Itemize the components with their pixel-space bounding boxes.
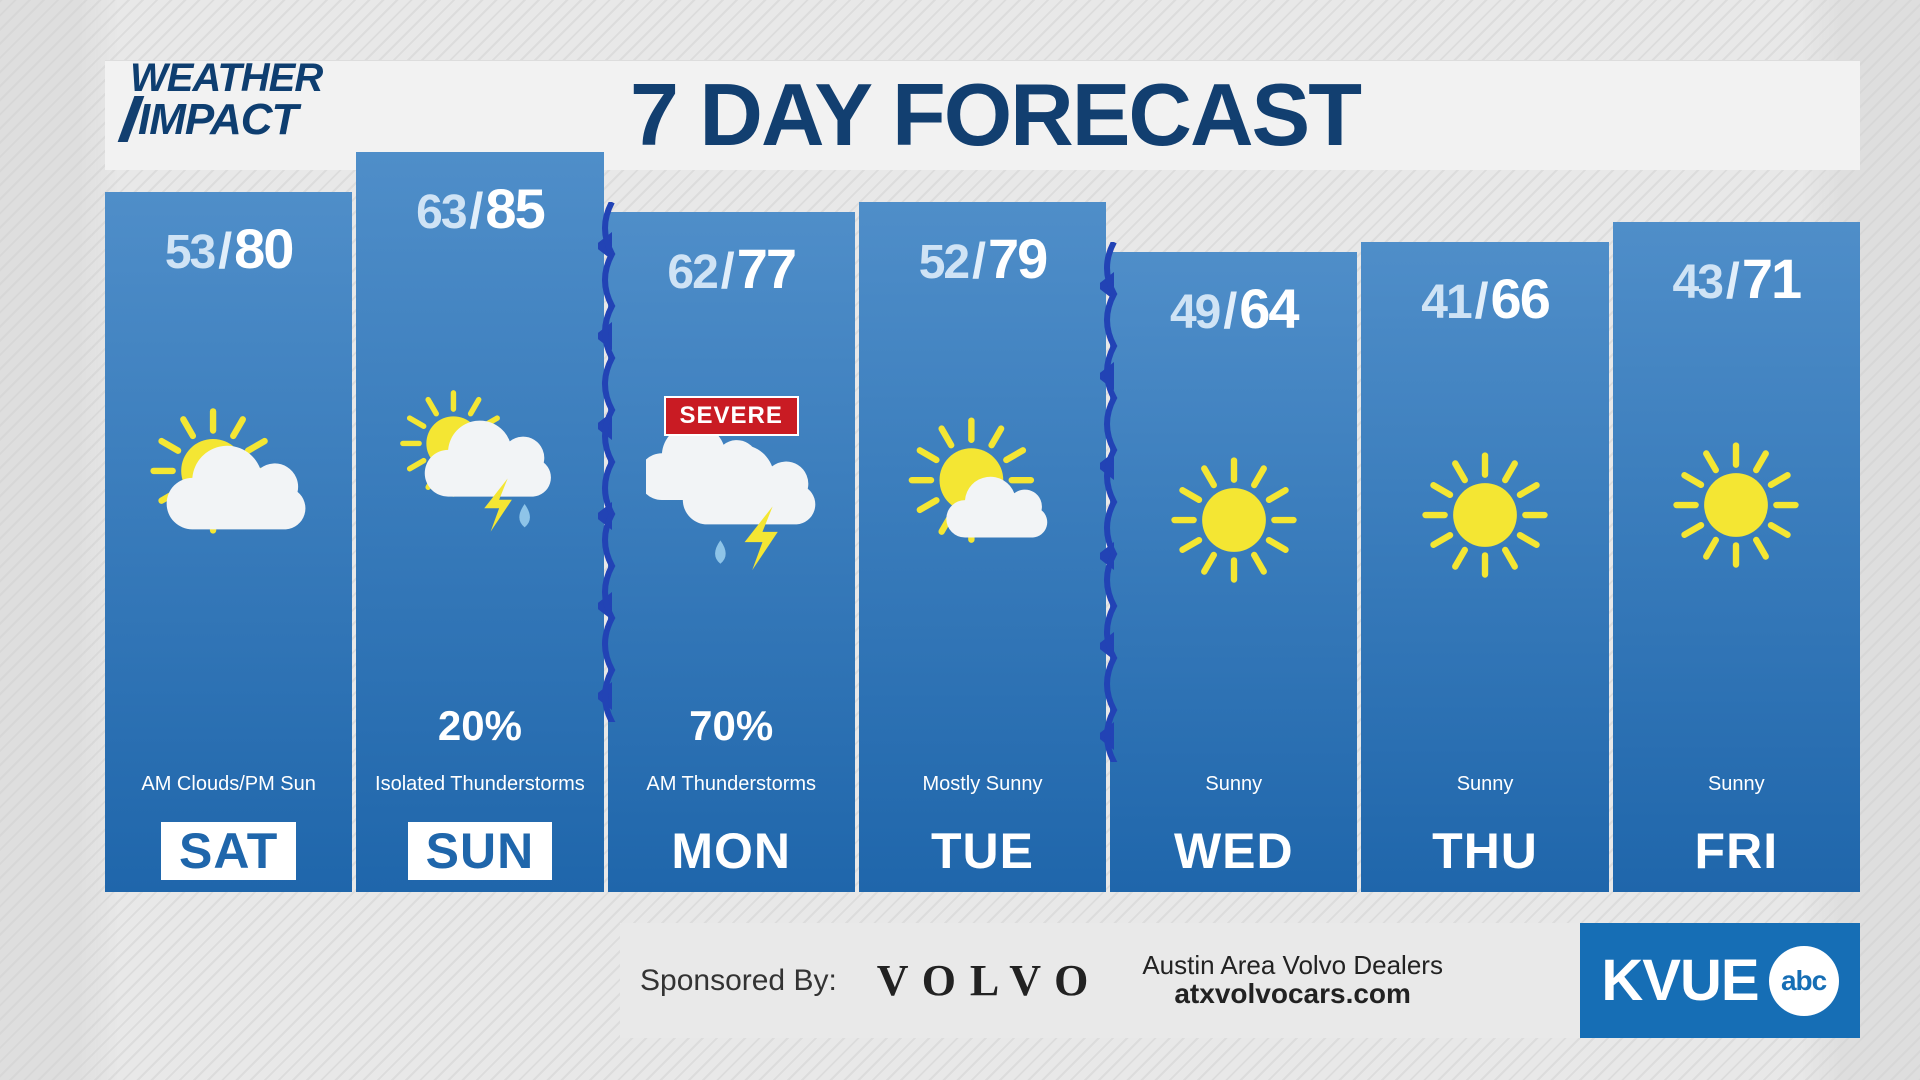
weather-icon <box>1118 341 1349 698</box>
day-abbr: MON <box>653 822 809 880</box>
day-column-tue: 52/79 Mostly Sunny TUE <box>859 202 1106 892</box>
day-abbr: TUE <box>913 822 1052 880</box>
weather-impact-logo: WEATHER IMPACT <box>130 60 390 142</box>
logo-line1: WEATHER <box>130 60 390 96</box>
high-temp: 64 <box>1239 277 1297 340</box>
day-column-fri: 43/71 Sunny FRI <box>1613 222 1860 892</box>
day-abbr: WED <box>1156 822 1312 880</box>
precip-chance: 70% <box>689 702 773 756</box>
weather-icon <box>867 291 1098 698</box>
temps: 53/80 <box>165 216 293 281</box>
temps: 49/64 <box>1170 276 1298 341</box>
sponsor-dealer: Austin Area Volvo Dealers atxvolvocars.c… <box>1142 951 1443 1010</box>
high-temp: 80 <box>234 217 292 280</box>
low-temp: 52 <box>919 236 968 289</box>
low-temp: 49 <box>1170 286 1219 339</box>
sponsor-brand: VOLVO <box>877 955 1103 1006</box>
low-temp: 62 <box>667 246 716 299</box>
day-column-mon: 62/77 SEVERE 70% AM Thunderstorms MON <box>608 212 855 892</box>
day-column-sat: 53/80 AM Clouds/PM Sun SAT <box>105 192 352 892</box>
logo-line2: IMPACT <box>130 96 390 142</box>
day-column-wed: 49/64 Sunny WED <box>1110 252 1357 892</box>
day-column-thu: 41/66 Sunny THU <box>1361 242 1608 892</box>
high-temp: 77 <box>737 237 795 300</box>
day-abbr: FRI <box>1677 822 1797 880</box>
condition-text: Mostly Sunny <box>916 756 1048 812</box>
low-temp: 43 <box>1673 256 1722 309</box>
condition-text: AM Thunderstorms <box>640 756 822 812</box>
day-abbr: THU <box>1414 822 1556 880</box>
station-badge: KVUE abc <box>1580 923 1860 1038</box>
temps: 63/85 <box>416 176 544 241</box>
condition-text: Sunny <box>1451 756 1520 812</box>
day-column-sun: 63/85 20% Isolated Thunderstorms SUN <box>356 152 603 892</box>
page-title: 7 DAY FORECAST <box>630 64 1360 166</box>
station-call: KVUE <box>1601 947 1758 1014</box>
day-abbr: SAT <box>161 822 296 880</box>
low-temp: 53 <box>165 226 214 279</box>
weather-icon <box>113 281 344 698</box>
weather-icon <box>1369 331 1600 698</box>
day-abbr: SUN <box>408 822 553 880</box>
high-temp: 71 <box>1742 247 1800 310</box>
temps: 41/66 <box>1421 266 1549 331</box>
low-temp: 41 <box>1421 276 1470 329</box>
high-temp: 79 <box>988 227 1046 290</box>
condition-text: Isolated Thunderstorms <box>369 756 591 812</box>
high-temp: 66 <box>1491 267 1549 330</box>
high-temp: 85 <box>485 177 543 240</box>
condition-text: Sunny <box>1702 756 1771 812</box>
weather-icon <box>616 301 847 698</box>
sponsored-by-label: Sponsored By: <box>640 964 837 998</box>
weather-icon <box>364 241 595 698</box>
forecast-row: 53/80 AM Clouds/PM Sun SAT 63/85 20% Iso… <box>105 152 1860 892</box>
severe-badge: SEVERE <box>664 396 799 436</box>
temps: 62/77 <box>667 236 795 301</box>
condition-text: Sunny <box>1199 756 1268 812</box>
temps: 52/79 <box>919 226 1047 291</box>
low-temp: 63 <box>416 186 465 239</box>
condition-text: AM Clouds/PM Sun <box>135 756 322 812</box>
network-badge: abc <box>1769 946 1839 1016</box>
precip-chance: 20% <box>438 702 522 756</box>
weather-icon <box>1621 311 1852 698</box>
temps: 43/71 <box>1673 246 1801 311</box>
